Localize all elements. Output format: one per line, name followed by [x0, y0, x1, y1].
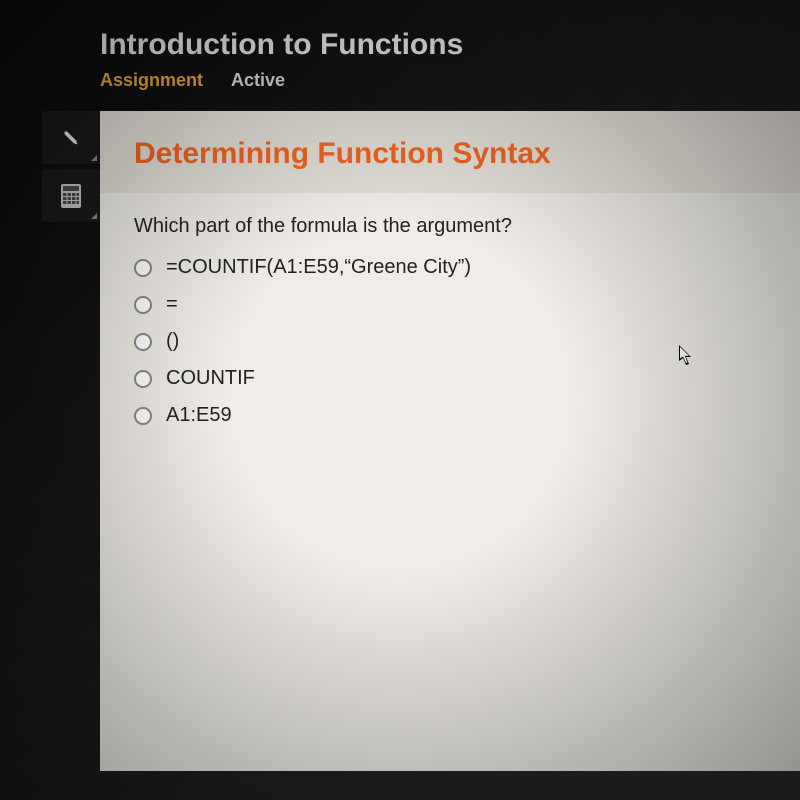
option-row-1[interactable]: = — [134, 293, 766, 316]
mouse-cursor-icon — [679, 345, 695, 367]
option-label: COUNTIF — [166, 367, 255, 390]
option-row-0[interactable]: =COUNTIF(A1:E59,“Greene City”) — [134, 256, 766, 279]
tab-active-status: Active — [231, 70, 285, 91]
option-row-2[interactable]: () — [134, 330, 766, 353]
option-label: () — [166, 330, 179, 353]
option-label: =COUNTIF(A1:E59,“Greene City”) — [166, 256, 471, 279]
radio-icon — [134, 296, 152, 314]
sidebar — [0, 111, 100, 771]
pencil-icon — [55, 122, 86, 153]
radio-icon — [134, 370, 152, 388]
option-row-3[interactable]: COUNTIF — [134, 367, 766, 390]
option-label: = — [166, 293, 178, 316]
calculator-icon — [59, 183, 83, 209]
option-label: A1:E59 — [166, 404, 232, 427]
option-row-4[interactable]: A1:E59 — [134, 404, 766, 427]
highlighter-tool-button[interactable] — [42, 111, 100, 165]
page-title: Introduction to Functions — [100, 28, 800, 62]
question-area: Which part of the formula is the argumen… — [134, 193, 766, 427]
lesson-header: Introduction to Functions Assignment Act… — [0, 0, 800, 91]
radio-icon — [134, 259, 152, 277]
question-prompt: Which part of the formula is the argumen… — [134, 215, 766, 238]
main-area: Determining Function Syntax Which part o… — [0, 111, 800, 771]
content-panel: Determining Function Syntax Which part o… — [100, 111, 800, 771]
tabs: Assignment Active — [100, 70, 800, 91]
section-header: Determining Function Syntax — [100, 111, 800, 193]
tab-assignment[interactable]: Assignment — [100, 70, 203, 91]
section-title: Determining Function Syntax — [134, 137, 766, 171]
calculator-tool-button[interactable] — [42, 169, 100, 223]
radio-icon — [134, 407, 152, 425]
radio-icon — [134, 333, 152, 351]
